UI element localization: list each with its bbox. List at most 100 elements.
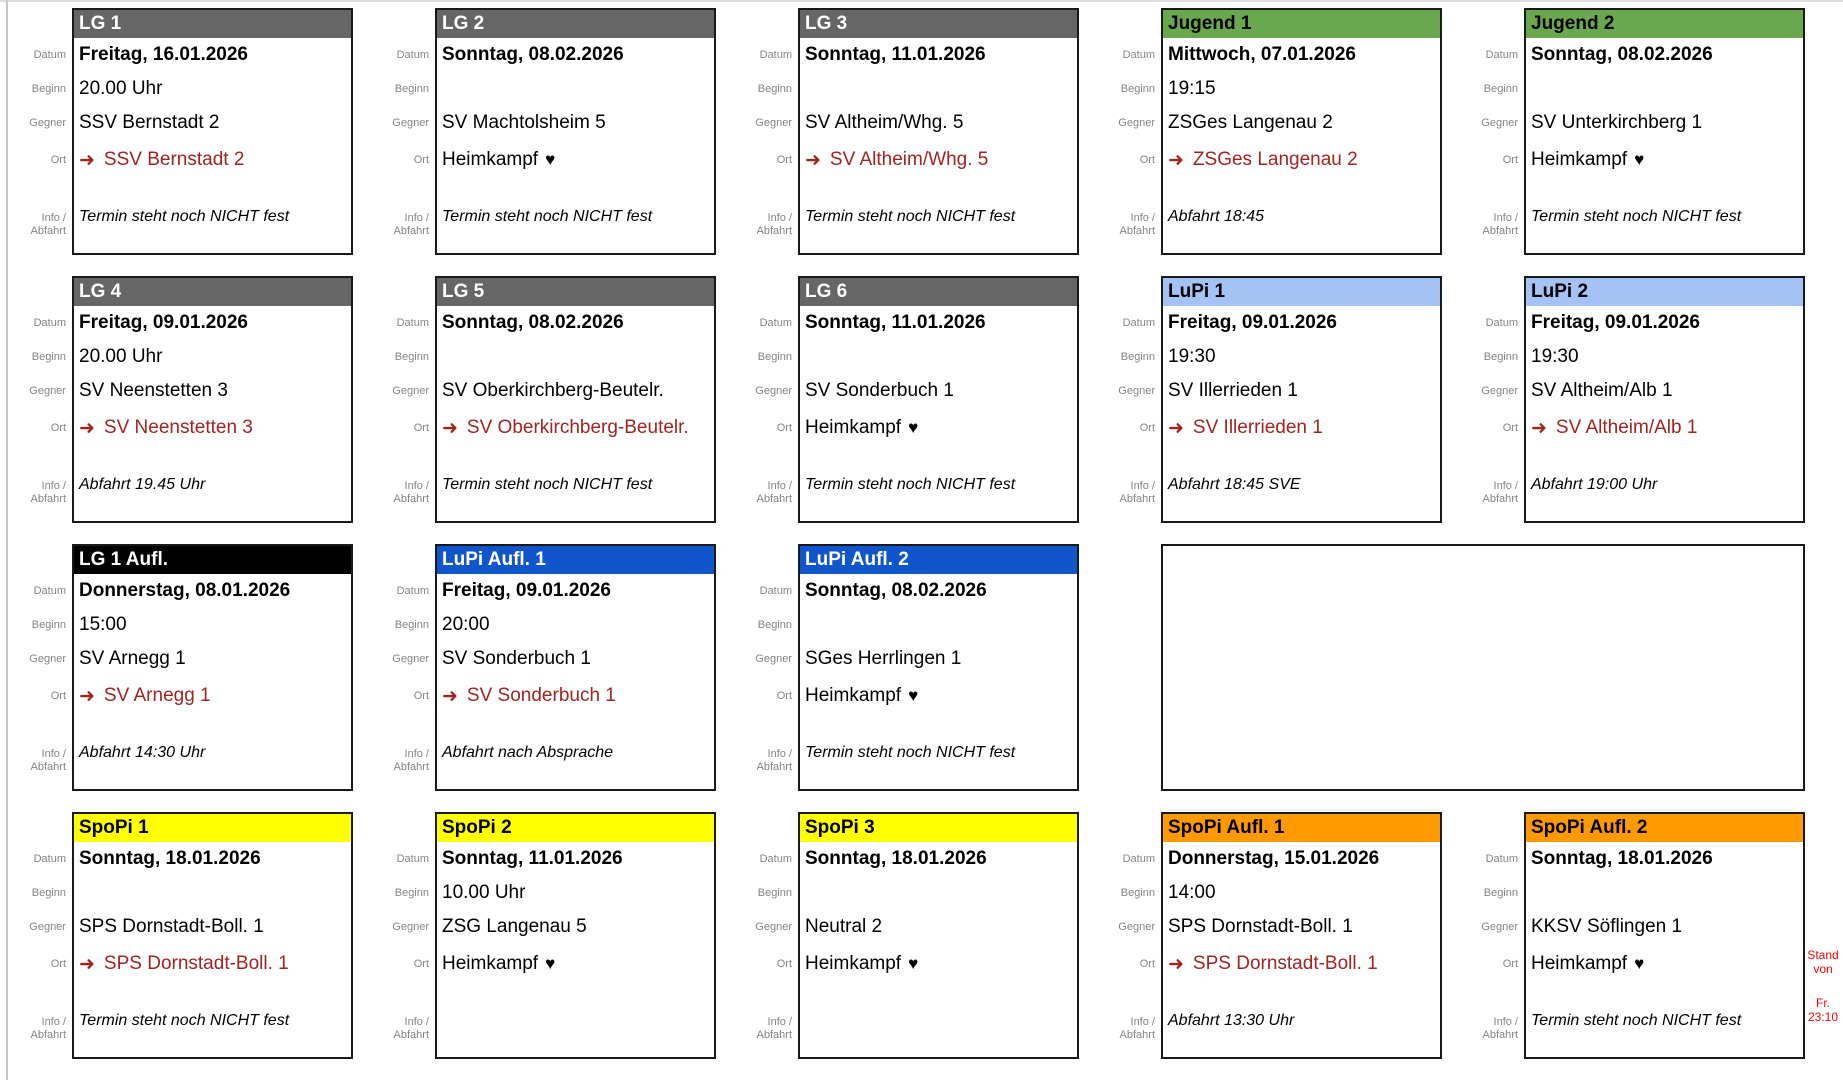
ort-label: Ort	[413, 154, 429, 166]
gegner-label: Gegner	[1481, 921, 1518, 933]
ort-text: Heimkampf	[805, 953, 902, 974]
schedule-cell: Datum Beginn Gegner Ort Info / Abfahrt S…	[371, 812, 716, 1059]
datum-value: Freitag, 16.01.2026	[79, 44, 248, 65]
header-spacer	[8, 546, 72, 574]
info-value: Abfahrt 18:45	[1168, 208, 1265, 225]
ort-value: ➜ ZSGes Langenau 2	[1163, 140, 1440, 180]
info-label-line2: Abfahrt	[393, 761, 429, 773]
row-label-column: Datum Beginn Gegner Ort Info / Abfahrt	[734, 276, 798, 523]
row-label-column: Datum Beginn Gegner Ort Info / Abfahrt	[1097, 8, 1161, 255]
header-spacer	[734, 10, 798, 38]
ort-label: Ort	[50, 690, 66, 702]
away-arrow-icon: ➜	[1168, 149, 1184, 171]
info-label-line2: Abfahrt	[756, 1029, 792, 1041]
ort-label: Ort	[50, 958, 66, 970]
ort-text: SV Illerrieden 1	[1192, 417, 1323, 438]
stand-note: Stand von Fr. 23:10	[1801, 948, 1843, 1024]
ort-text: ZSGes Langenau 2	[1192, 149, 1358, 170]
match-card: LG 3 Sonntag, 11.01.2026 SV Altheim/Whg.…	[798, 8, 1079, 255]
beginn-value: 20.00 Uhr	[79, 346, 163, 367]
schedule-board: Datum Beginn Gegner Ort Info / Abfahrt L…	[8, 8, 1805, 1059]
ort-text: SV Arnegg 1	[103, 685, 211, 706]
beginn-value: 14:00	[1168, 882, 1216, 903]
away-arrow-icon: ➜	[442, 417, 458, 439]
info-label-line2: Abfahrt	[393, 1029, 429, 1041]
info-label-line2: Abfahrt	[756, 225, 792, 237]
info-value	[800, 984, 1077, 1057]
info-value: Abfahrt 19:00 Uhr	[1531, 476, 1658, 493]
ort-value: ➜ SV Altheim/Whg. 5	[800, 140, 1077, 180]
stand-note-gap	[1801, 976, 1843, 996]
schedule-cell: Datum Beginn Gegner Ort Info / Abfahrt S…	[1097, 812, 1442, 1059]
header-spacer	[734, 278, 798, 306]
datum-label: Datum	[396, 49, 429, 61]
schedule-cell: Datum Beginn Gegner Ort Info / Abfahrt L…	[1097, 276, 1442, 523]
datum-label: Datum	[396, 585, 429, 597]
info-value: Termin steht noch NICHT fest	[805, 744, 1016, 761]
schedule-cell: Datum Beginn Gegner Ort Info / Abfahrt L…	[734, 544, 1079, 791]
gegner-value: SPS Dornstadt-Boll. 1	[79, 916, 264, 937]
card-title: LG 3	[805, 13, 848, 34]
beginn-label: Beginn	[1483, 83, 1518, 95]
info-abfahrt-label: Info / Abfahrt	[734, 180, 798, 255]
empty-schedule-cell	[1161, 544, 1805, 791]
gegner-label: Gegner	[755, 653, 792, 665]
card-title-bar: LG 2	[437, 10, 714, 38]
gegner-label: Gegner	[755, 921, 792, 933]
gegner-label: Gegner	[1481, 385, 1518, 397]
beginn-label: Beginn	[31, 619, 66, 631]
match-card: SpoPi Aufl. 1 Donnerstag, 15.01.2026 14:…	[1161, 812, 1442, 1059]
info-label-line2: Abfahrt	[30, 493, 66, 505]
row-label-column: Datum Beginn Gegner Ort Info / Abfahrt	[8, 812, 72, 1059]
card-title: SpoPi 1	[79, 817, 149, 838]
gegner-label: Gegner	[392, 921, 429, 933]
ort-text: SV Oberkirchberg-Beutelr.	[466, 417, 689, 438]
card-title: LG 1	[79, 13, 122, 34]
match-card: SpoPi 2 Sonntag, 11.01.2026 10.00 Uhr ZS…	[435, 812, 716, 1059]
card-title: LuPi Aufl. 2	[805, 549, 909, 570]
match-card: LuPi Aufl. 1 Freitag, 09.01.2026 20:00 S…	[435, 544, 716, 791]
gegner-label: Gegner	[29, 921, 66, 933]
info-label-line2: Abfahrt	[393, 493, 429, 505]
row-label-column: Datum Beginn Gegner Ort Info / Abfahrt	[1460, 276, 1524, 523]
header-spacer	[371, 814, 435, 842]
ort-text: Heimkampf	[442, 953, 539, 974]
gegner-value: SV Neenstetten 3	[79, 380, 228, 401]
header-spacer	[734, 546, 798, 574]
schedule-cell: Datum Beginn Gegner Ort Info / Abfahrt L…	[8, 276, 353, 523]
header-spacer	[8, 814, 72, 842]
card-title-bar: LuPi 2	[1526, 278, 1803, 306]
datum-value: Freitag, 09.01.2026	[1531, 312, 1700, 333]
ort-label: Ort	[1139, 958, 1155, 970]
datum-label: Datum	[33, 853, 66, 865]
datum-label: Datum	[1485, 853, 1518, 865]
header-spacer	[371, 546, 435, 574]
info-abfahrt-label: Info / Abfahrt	[1097, 984, 1161, 1059]
schedule-cell: Datum Beginn Gegner Ort Info / Abfahrt L…	[8, 8, 353, 255]
info-label-line1: Info /	[1130, 212, 1155, 224]
info-label-line1: Info /	[1493, 1016, 1518, 1028]
info-abfahrt-label: Info / Abfahrt	[8, 180, 72, 255]
beginn-value: 20:00	[442, 614, 490, 635]
schedule-cell: Datum Beginn Gegner Ort Info / Abfahrt L…	[8, 544, 353, 791]
away-arrow-icon: ➜	[442, 685, 458, 707]
row-label-column: Datum Beginn Gegner Ort Info / Abfahrt	[734, 812, 798, 1059]
header-spacer	[371, 10, 435, 38]
match-card: Jugend 1 Mittwoch, 07.01.2026 19:15 ZSGe…	[1161, 8, 1442, 255]
gegner-value: SPS Dornstadt-Boll. 1	[1168, 916, 1353, 937]
card-title-bar: LG 1 Aufl.	[74, 546, 351, 574]
gegner-value: SV Altheim/Whg. 5	[805, 112, 964, 133]
info-label-line2: Abfahrt	[30, 761, 66, 773]
ort-text: SV Neenstetten 3	[103, 417, 253, 438]
beginn-label: Beginn	[1483, 887, 1518, 899]
card-title-bar: LuPi 1	[1163, 278, 1440, 306]
info-abfahrt-label: Info / Abfahrt	[1460, 180, 1524, 255]
datum-value: Donnerstag, 15.01.2026	[1168, 848, 1380, 869]
ort-text: SPS Dornstadt-Boll. 1	[1192, 953, 1378, 974]
header-spacer	[734, 814, 798, 842]
gegner-label: Gegner	[392, 117, 429, 129]
info-label-line1: Info /	[41, 212, 66, 224]
schedule-cell: Datum Beginn Gegner Ort Info / Abfahrt J…	[1097, 8, 1442, 255]
card-title-bar: LG 1	[74, 10, 351, 38]
ort-text: SV Sonderbuch 1	[466, 685, 616, 706]
